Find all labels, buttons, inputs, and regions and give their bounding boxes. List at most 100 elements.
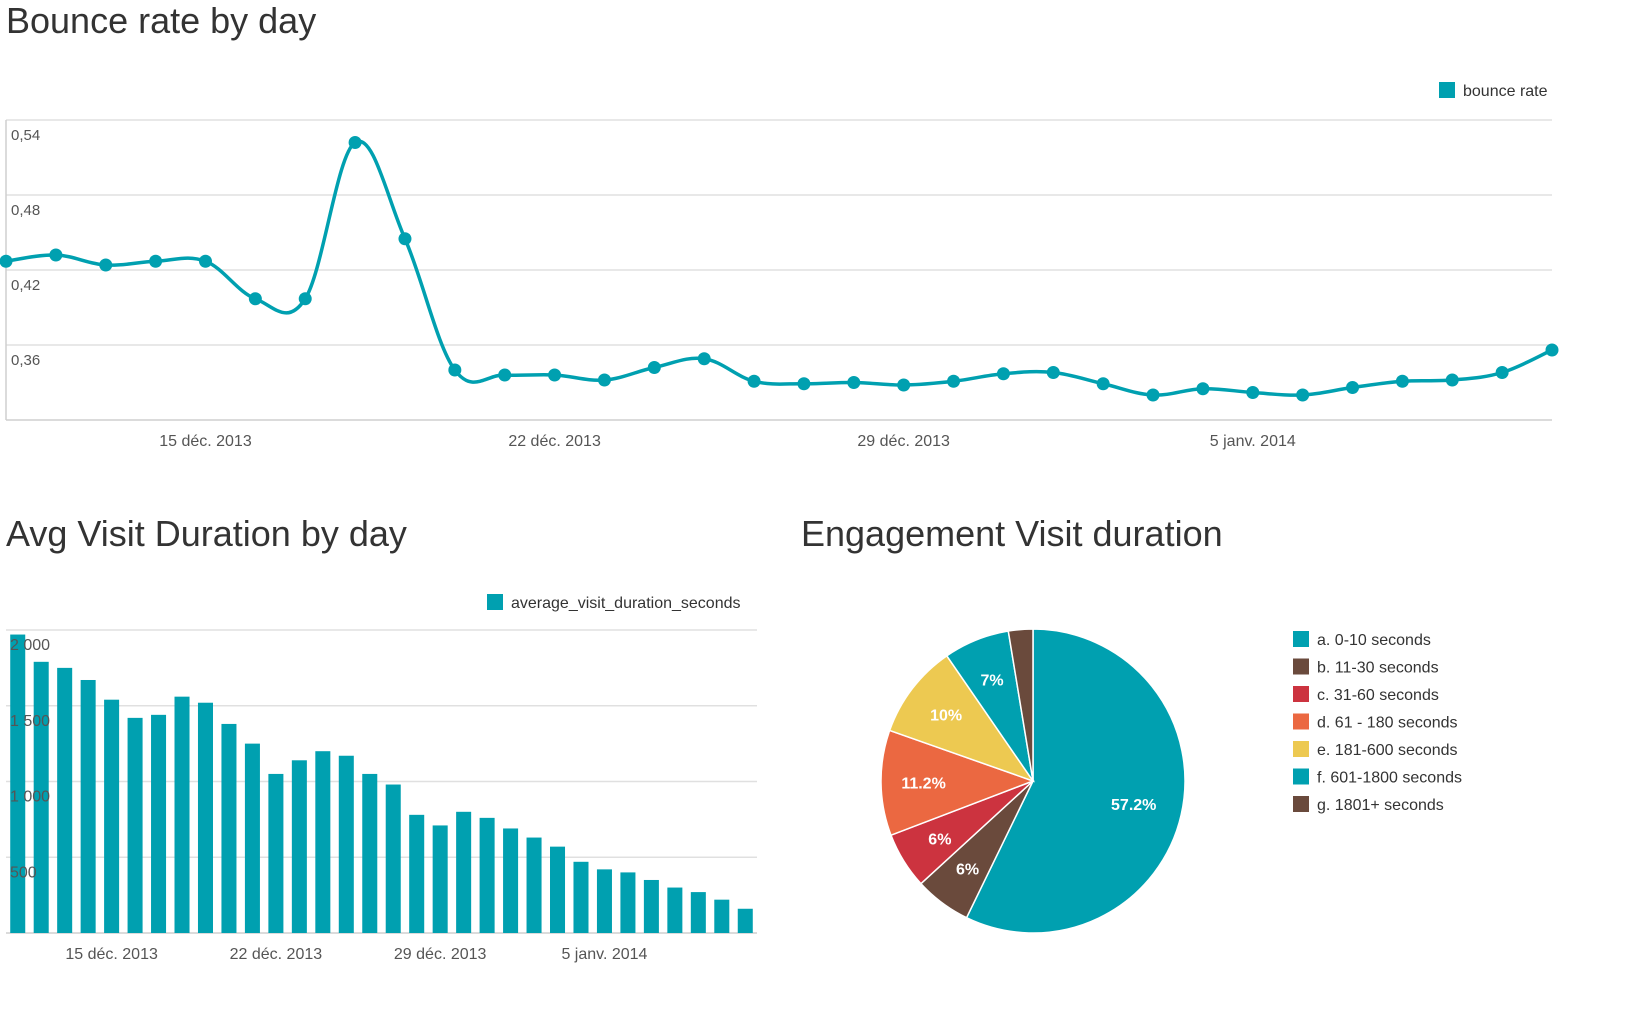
slice-label: 57.2% — [1111, 797, 1156, 814]
bar — [620, 872, 636, 933]
slice-label: 7% — [981, 673, 1004, 690]
data-point — [1196, 382, 1210, 396]
bar — [596, 869, 612, 933]
bar — [362, 773, 378, 933]
bar — [526, 837, 542, 933]
pie-slice — [1007, 628, 1034, 782]
y-tick-label: 2 000 — [10, 637, 50, 654]
slice-label: 10% — [930, 707, 962, 724]
data-point — [398, 232, 412, 246]
data-point — [897, 378, 911, 392]
data-point — [498, 368, 512, 382]
bar — [737, 908, 753, 933]
data-point — [348, 136, 362, 149]
engagement-pie-chart: 57.2% 6% 6% 11.2% 10% 7% a. 0-10 seconds b. 11-… — [880, 628, 1462, 934]
duration-chart-title: Avg Visit Duration by day — [6, 513, 407, 554]
y-tick-label: 0,36 — [11, 352, 40, 369]
legend-swatch — [1293, 658, 1309, 675]
data-point — [448, 363, 462, 377]
bar — [33, 661, 49, 933]
bar — [409, 814, 425, 933]
bar — [57, 667, 73, 933]
bar — [479, 817, 495, 933]
legend-swatch — [1439, 82, 1455, 98]
bar — [385, 784, 401, 933]
bar — [315, 751, 331, 933]
legend-label: g. 1801+ seconds — [1317, 797, 1444, 814]
bar — [127, 717, 143, 933]
data-point — [1296, 388, 1310, 402]
legend-swatch — [1293, 796, 1309, 812]
legend-swatch — [1293, 768, 1309, 785]
x-tick-label: 29 déc. 2013 — [857, 433, 950, 450]
y-tick-label: 0,42 — [11, 277, 40, 294]
bar — [151, 714, 167, 933]
slice-label: 11.2% — [901, 775, 945, 792]
bounce-chart-title: Bounce rate by day — [6, 0, 317, 41]
x-tick-label: 15 déc. 2013 — [159, 433, 252, 450]
data-point — [1395, 374, 1409, 388]
legend-swatch — [1293, 631, 1309, 647]
data-point — [1445, 373, 1459, 387]
data-point — [797, 377, 811, 391]
data-point — [747, 374, 761, 388]
y-tick-label: 1 500 — [10, 713, 50, 730]
data-point — [198, 254, 212, 268]
legend-label: e. 181-600 seconds — [1317, 742, 1458, 759]
bar — [550, 846, 566, 933]
y-tick-label: 1 000 — [10, 789, 50, 806]
legend-label: c. 31-60 seconds — [1317, 687, 1439, 704]
data-point — [1046, 366, 1060, 379]
x-tick-label: 22 déc. 2013 — [508, 433, 601, 450]
data-point — [1096, 377, 1110, 391]
bar — [338, 755, 354, 933]
legend-swatch — [1293, 686, 1309, 702]
legend-swatch — [1293, 713, 1309, 730]
bounce-rate-series-line — [5, 139, 1553, 397]
bar — [221, 723, 237, 933]
legend-label: bounce rate — [1463, 83, 1548, 100]
legend-label: d. 61 - 180 seconds — [1317, 715, 1458, 732]
data-point — [1246, 386, 1260, 399]
bar — [80, 679, 96, 933]
data-point — [49, 248, 63, 262]
data-point — [697, 352, 711, 366]
data-point — [248, 292, 262, 306]
bar — [291, 760, 307, 933]
bar — [432, 825, 448, 933]
bar — [104, 699, 120, 933]
bar — [690, 892, 706, 933]
y-tick-label: 0,54 — [11, 127, 40, 144]
y-tick-label: 500 — [10, 864, 37, 881]
x-tick-label: 5 janv. 2014 — [1210, 433, 1296, 450]
bounce-rate-line-chart: bounce rate 0,54 0,48 0,42 0,36 15 déc. 2013 2… — [0, 82, 1559, 450]
legend-label: average_visit_duration_seconds — [511, 595, 740, 612]
bar — [456, 811, 472, 933]
data-point — [597, 373, 611, 387]
x-tick-label: 29 déc. 2013 — [394, 946, 487, 963]
bar — [244, 743, 260, 933]
bar — [503, 828, 519, 933]
data-point — [947, 374, 961, 388]
avg-visit-duration-bar-chart: average_visit_duration_seconds 2 000 1 500… — [6, 594, 757, 963]
bar — [174, 696, 190, 933]
data-point — [0, 254, 13, 268]
slice-label: 6% — [956, 862, 979, 879]
data-point — [1146, 388, 1160, 402]
x-tick-label: 22 déc. 2013 — [230, 946, 323, 963]
data-point — [548, 368, 562, 382]
data-point — [1346, 381, 1360, 394]
bar — [667, 887, 683, 933]
bar — [197, 702, 213, 933]
x-tick-label: 5 janv. 2014 — [561, 946, 647, 963]
data-point — [847, 376, 861, 389]
legend-swatch — [487, 594, 503, 610]
legend-label: a. 0-10 seconds — [1317, 632, 1431, 649]
bar — [643, 879, 659, 933]
data-point — [298, 292, 312, 306]
pie-slice — [965, 628, 1186, 934]
pie-slice — [888, 654, 1035, 783]
slice-label: 6% — [928, 831, 951, 848]
legend-label: b. 11-30 seconds — [1317, 660, 1439, 677]
bar — [714, 899, 730, 933]
